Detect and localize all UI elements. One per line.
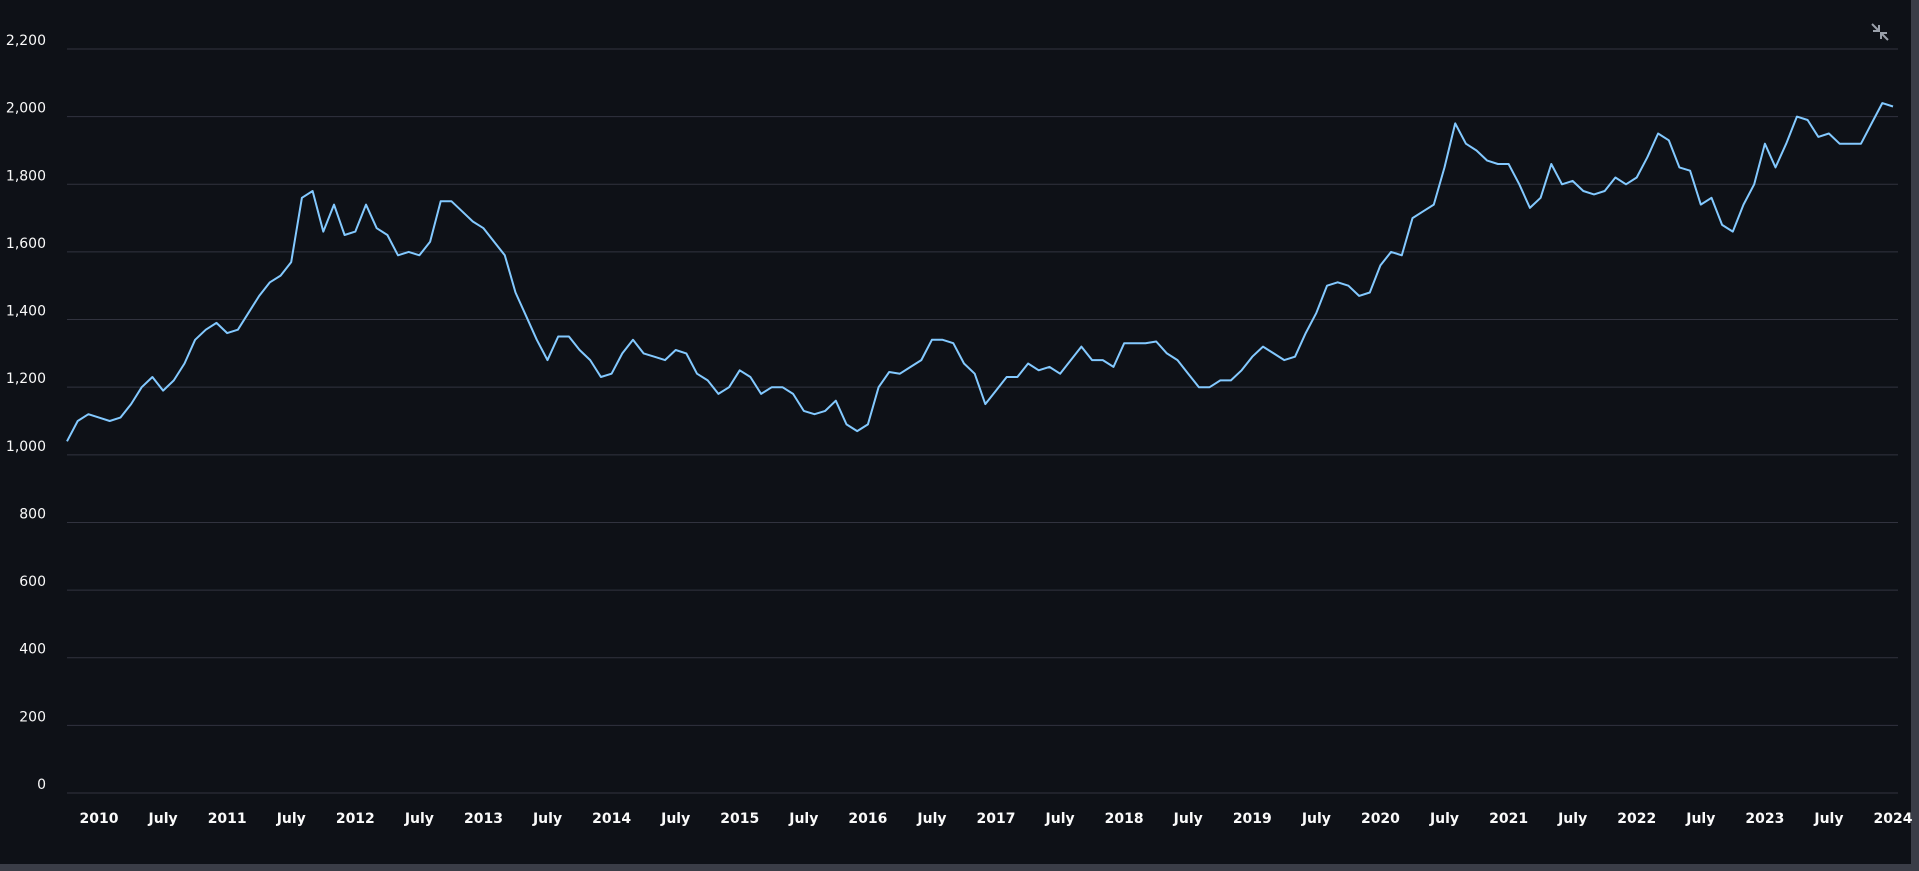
x-tick-label: 2010 bbox=[80, 811, 119, 827]
x-tick-label: 2022 bbox=[1617, 811, 1656, 827]
x-tick-label: 2016 bbox=[848, 811, 887, 827]
y-tick-label: 0 bbox=[37, 777, 46, 793]
y-tick-label: 800 bbox=[19, 506, 46, 522]
y-tick-label: 2,200 bbox=[6, 33, 46, 49]
x-tick-label: 2018 bbox=[1105, 811, 1144, 827]
x-tick-label: July bbox=[788, 811, 818, 827]
x-tick-label: July bbox=[1301, 811, 1331, 827]
y-tick-label: 1,000 bbox=[6, 439, 46, 455]
x-tick-label: 2011 bbox=[208, 811, 247, 827]
y-tick-label: 1,800 bbox=[6, 168, 46, 184]
x-tick-label: July bbox=[1557, 811, 1587, 827]
right-scrollbar bbox=[1911, 0, 1919, 864]
x-tick-label: July bbox=[1045, 811, 1075, 827]
x-tick-label: 2014 bbox=[592, 811, 631, 827]
fullscreen-button[interactable] bbox=[1871, 23, 1889, 41]
x-tick-label: 2017 bbox=[977, 811, 1016, 827]
x-tick-label: July bbox=[404, 811, 434, 827]
y-tick-label: 2,000 bbox=[6, 101, 46, 117]
x-tick-label: 2012 bbox=[336, 811, 375, 827]
x-tick-label: July bbox=[1813, 811, 1843, 827]
x-tick-label: July bbox=[148, 811, 178, 827]
x-tick-label: 2021 bbox=[1489, 811, 1528, 827]
price-line bbox=[66, 102, 1894, 442]
x-tick-label: 2024 bbox=[1874, 811, 1913, 827]
x-tick-label: July bbox=[916, 811, 946, 827]
y-tick-label: 1,600 bbox=[6, 236, 46, 252]
bottom-scrollbar bbox=[0, 864, 1919, 871]
x-tick-label: 2023 bbox=[1745, 811, 1784, 827]
x-tick-label: July bbox=[1685, 811, 1715, 827]
y-tick-label: 1,200 bbox=[6, 371, 46, 387]
x-tick-label: July bbox=[276, 811, 306, 827]
x-tick-label: July bbox=[660, 811, 690, 827]
x-tick-label: July bbox=[1173, 811, 1203, 827]
y-tick-label: 200 bbox=[19, 709, 46, 725]
x-tick-label: 2013 bbox=[464, 811, 503, 827]
y-tick-label: 600 bbox=[19, 574, 46, 590]
y-tick-label: 1,400 bbox=[6, 304, 46, 320]
x-tick-label: 2015 bbox=[720, 811, 759, 827]
x-tick-label: 2020 bbox=[1361, 811, 1400, 827]
x-tick-label: 2019 bbox=[1233, 811, 1272, 827]
x-tick-label: July bbox=[1429, 811, 1459, 827]
y-tick-label: 400 bbox=[19, 642, 46, 658]
x-tick-label: July bbox=[532, 811, 562, 827]
